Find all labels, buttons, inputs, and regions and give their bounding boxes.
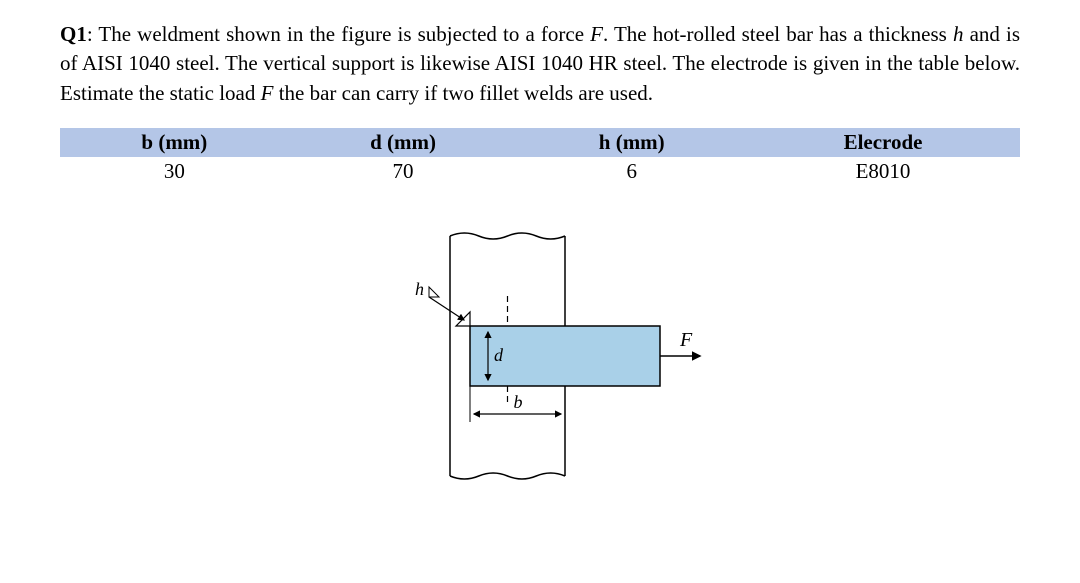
t-p4: the bar can carry if two fillet welds ar…	[273, 81, 653, 105]
svg-text:d: d	[494, 345, 504, 365]
val-b: 30	[60, 157, 289, 186]
problem-label: Q1	[60, 22, 87, 46]
svg-text:h: h	[415, 279, 424, 299]
val-d: 70	[289, 157, 518, 186]
weldment-figure: h d b F	[60, 226, 1020, 486]
svg-text:b: b	[514, 392, 523, 412]
sym-F1: F	[590, 22, 603, 46]
col-h: h (mm)	[517, 128, 746, 157]
val-h: 6	[517, 157, 746, 186]
svg-text:F: F	[679, 329, 693, 351]
figure-svg: h d b F	[360, 226, 720, 486]
sym-F2: F	[261, 81, 274, 105]
sym-h1: h	[953, 22, 964, 46]
t-p2: . The hot-rolled steel bar has a thickne…	[603, 22, 953, 46]
col-b: b (mm)	[60, 128, 289, 157]
problem-statement: Q1: The weldment shown in the figure is …	[60, 20, 1020, 108]
table-header-row: b (mm) d (mm) h (mm) Elecrode	[60, 128, 1020, 157]
col-electrode: Elecrode	[746, 128, 1020, 157]
t-p1: : The weldment shown in the figure is su…	[87, 22, 590, 46]
val-electrode: E8010	[746, 157, 1020, 186]
col-d: d (mm)	[289, 128, 518, 157]
parameters-table: b (mm) d (mm) h (mm) Elecrode 30 70 6 E8…	[60, 128, 1020, 186]
table-row: 30 70 6 E8010	[60, 157, 1020, 186]
